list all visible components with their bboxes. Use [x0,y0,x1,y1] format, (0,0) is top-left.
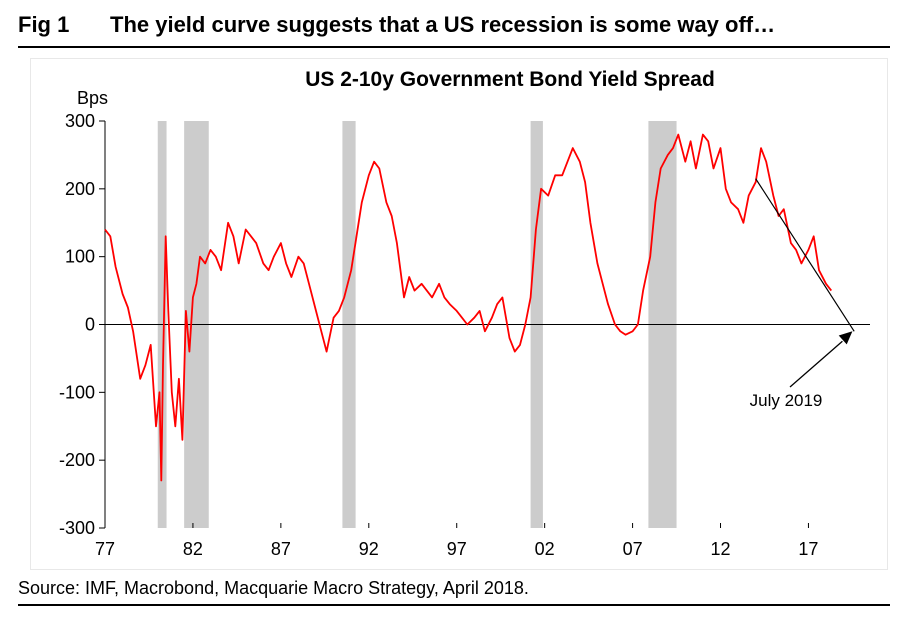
trend-layer [755,178,855,332]
x-tick-label: 02 [535,539,555,559]
figure-number: Fig 1 [18,12,70,37]
y-tick-label: -300 [59,518,95,538]
footer-rule [18,604,890,606]
y-tick-label: 200 [65,179,95,199]
annotation-arrow-line [789,340,843,388]
annotations: July 2019 [750,331,853,410]
figure-title: The yield curve suggests that a US reces… [110,12,776,37]
x-tick-label: 12 [711,539,731,559]
chart-title: US 2-10y Government Bond Yield Spread [305,68,715,91]
header-rule [18,46,890,48]
x-tick-label: 87 [271,539,291,559]
annotation-arrow-head [838,331,853,345]
spread-series-line [104,133,833,482]
y-axis-label: Bps [77,88,108,108]
y-tick-label: 100 [65,247,95,267]
series-layer [104,133,833,482]
y-tick-label: -200 [59,450,95,470]
y-tick-label: 0 [85,315,95,335]
source-note: Source: IMF, Macrobond, Macquarie Macro … [18,578,529,598]
figure-header: Fig 1 The yield curve suggests that a US … [18,12,775,38]
annotation-label: July 2019 [750,391,823,410]
x-tick-label: 07 [623,539,643,559]
x-tick-label: 77 [95,539,115,559]
y-tick-label: -100 [59,382,95,402]
x-tick-label: 97 [447,539,467,559]
x-tick-label: 17 [798,539,818,559]
x-tick-label: 92 [359,539,379,559]
y-tick-label: 300 [65,111,95,131]
trend-line [755,178,855,332]
x-tick-label: 82 [183,539,203,559]
